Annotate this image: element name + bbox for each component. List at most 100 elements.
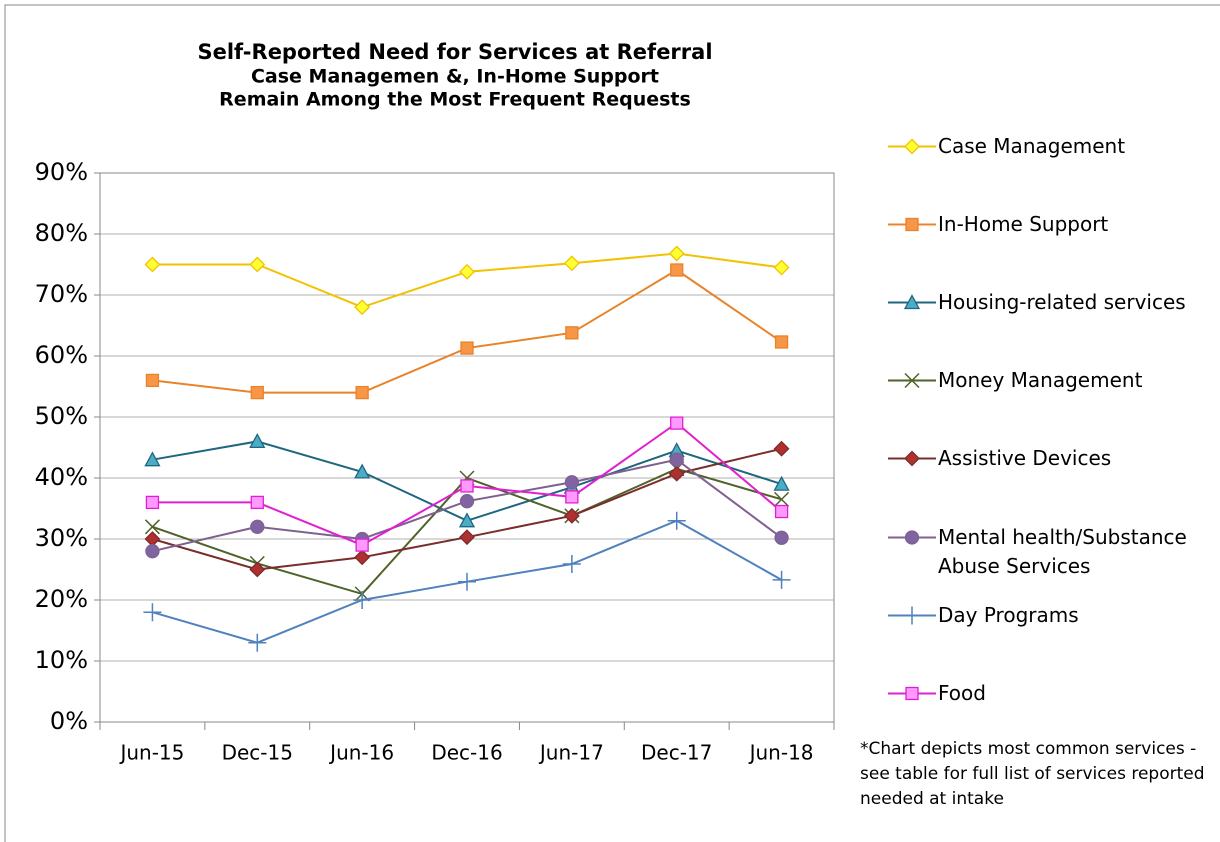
marker xyxy=(773,475,790,491)
legend-entry: Housing-related services xyxy=(886,288,1216,317)
marker xyxy=(458,572,476,591)
x-tick-label: Jun-18 xyxy=(748,741,814,765)
marker xyxy=(144,451,161,467)
marker xyxy=(904,450,920,467)
marker xyxy=(904,373,920,389)
y-tick-label: 10% xyxy=(35,646,88,674)
marker xyxy=(564,475,580,490)
y-tick-label: 80% xyxy=(35,219,88,247)
legend-swatch xyxy=(888,373,936,389)
y-tick-label: 40% xyxy=(35,463,88,491)
legend-entry: Mental health/Substance Abuse Services xyxy=(886,523,1216,581)
marker xyxy=(669,452,684,467)
x-tick-label: Jun-17 xyxy=(538,741,604,765)
legend-label: Money Management xyxy=(938,368,1143,393)
marker xyxy=(459,263,475,280)
marker xyxy=(772,570,791,589)
marker xyxy=(354,549,371,566)
plot-border xyxy=(99,172,835,723)
y-tick-label: 90% xyxy=(35,158,88,186)
x-tick-label: Dec-17 xyxy=(641,741,712,765)
footnote: *Chart depicts most common services - se… xyxy=(860,739,1205,809)
marker xyxy=(460,341,474,355)
legend-label: In-Home Support xyxy=(938,212,1109,237)
marker xyxy=(903,606,921,625)
marker xyxy=(249,561,266,578)
legend-swatch xyxy=(888,294,936,310)
marker xyxy=(670,416,684,430)
legend-entry: Food xyxy=(886,679,1216,708)
marker xyxy=(903,294,921,310)
series-line xyxy=(152,252,782,309)
series-line xyxy=(152,268,783,394)
legend-label: Mental health/Substance Abuse Services xyxy=(938,524,1187,578)
marker xyxy=(670,263,684,277)
y-tick-label: 60% xyxy=(35,341,88,369)
marker xyxy=(774,530,789,545)
legend-label: Assistive Devices xyxy=(938,446,1112,471)
frame xyxy=(4,4,1220,842)
marker xyxy=(248,633,267,652)
legend-swatch xyxy=(888,606,936,625)
marker xyxy=(250,519,265,534)
marker xyxy=(905,217,919,232)
legend-label: Case Management xyxy=(938,134,1126,158)
marker xyxy=(354,299,371,316)
marker xyxy=(904,529,920,545)
marker xyxy=(355,538,369,552)
marker xyxy=(353,591,372,609)
y-tick-label: 50% xyxy=(35,402,88,430)
y-tick-label: 70% xyxy=(35,280,88,308)
marker xyxy=(668,465,685,482)
marker xyxy=(145,373,160,388)
chart-subtitle: Remain Among the Most Frequent Requests xyxy=(219,89,691,111)
marker xyxy=(460,479,474,493)
marker xyxy=(249,256,266,273)
marker xyxy=(144,531,161,547)
x-tick-label: Dec-15 xyxy=(222,741,293,765)
marker xyxy=(458,512,476,528)
marker xyxy=(905,686,919,700)
marker xyxy=(459,529,475,546)
marker xyxy=(355,385,369,400)
marker xyxy=(667,511,686,530)
marker xyxy=(145,544,160,559)
marker xyxy=(565,326,579,340)
marker xyxy=(249,433,266,449)
marker xyxy=(565,490,579,504)
legend-swatch xyxy=(888,529,936,545)
legend-entry: In-Home Support xyxy=(886,210,1216,239)
marker xyxy=(562,555,581,574)
legend-swatch xyxy=(888,450,936,467)
legend-label: Food xyxy=(938,680,986,705)
legend-label: Housing-related services xyxy=(938,290,1186,315)
legend-swatch xyxy=(888,138,936,155)
marker xyxy=(563,255,580,272)
legend-entry: Day Programs xyxy=(886,601,1216,630)
legend-entry: Assistive Devices xyxy=(886,444,1216,473)
marker xyxy=(773,440,790,457)
y-tick-label: 0% xyxy=(50,707,88,735)
legend-swatch xyxy=(888,686,936,700)
marker xyxy=(904,138,920,155)
x-tick-label: Jun-15 xyxy=(118,741,184,765)
marker xyxy=(250,495,264,510)
marker xyxy=(773,259,790,276)
legend-label: Day Programs xyxy=(938,602,1079,627)
marker xyxy=(774,504,789,519)
marker xyxy=(668,245,685,262)
marker xyxy=(144,519,160,535)
marker xyxy=(145,495,160,510)
marker xyxy=(354,463,371,479)
marker xyxy=(774,335,789,349)
x-tick-label: Jun-16 xyxy=(328,741,394,765)
marker xyxy=(774,491,790,507)
x-tick-label: Dec-16 xyxy=(431,741,502,765)
legend-entry: Case Management xyxy=(886,132,1216,161)
marker xyxy=(563,507,580,524)
chart-title: Self-Reported Need for Services at Refer… xyxy=(197,40,712,64)
marker xyxy=(250,385,264,400)
y-tick-label: 30% xyxy=(35,524,88,552)
